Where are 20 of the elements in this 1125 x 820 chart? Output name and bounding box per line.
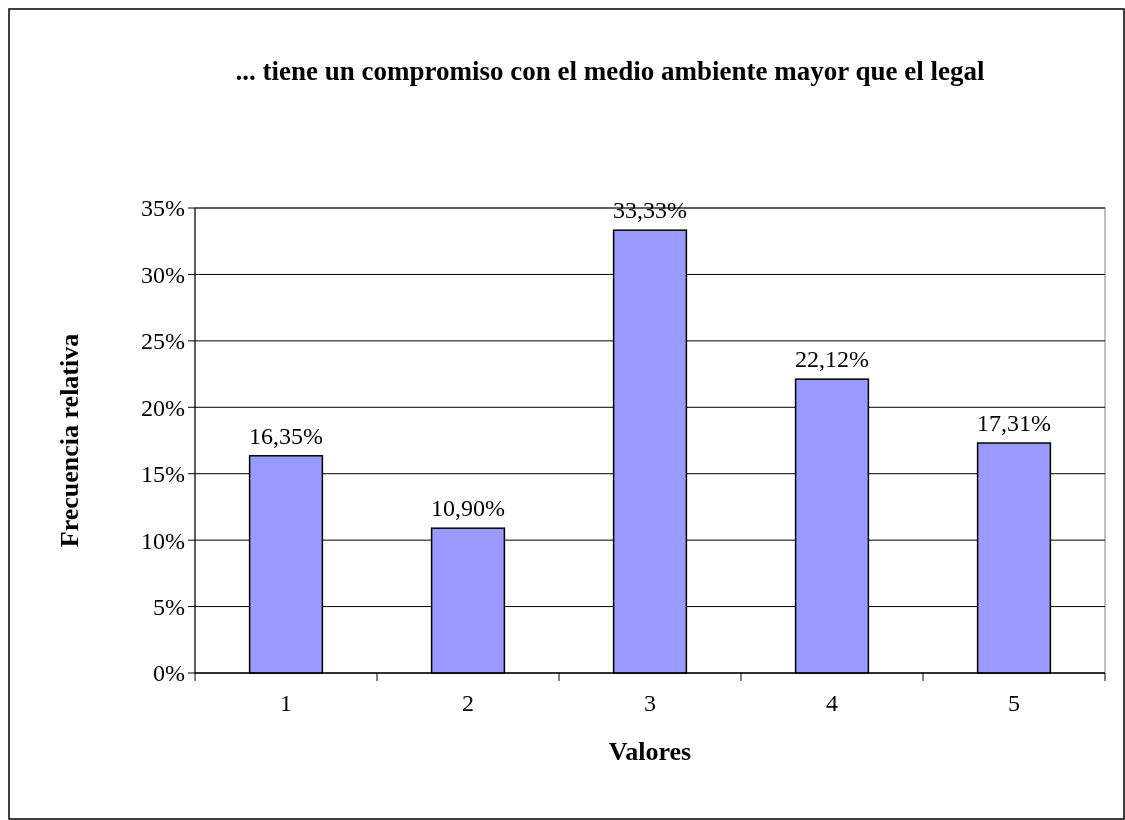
x-tick-label: 4: [826, 690, 838, 716]
x-axis-title: Valores: [608, 737, 692, 766]
x-tick-label: 3: [644, 690, 656, 716]
y-tick-label: 25%: [141, 328, 185, 355]
y-tick-label: 30%: [141, 261, 185, 288]
x-tick-label: 5: [1008, 690, 1020, 716]
y-tick-label: 15%: [141, 461, 185, 488]
y-tick-label: 0%: [153, 660, 185, 687]
x-tick-label: 1: [280, 690, 292, 716]
y-tick-label: 20%: [141, 394, 185, 421]
data-label: 16,35%: [249, 422, 323, 449]
chart-title: ... tiene un compromiso con el medio ambiente mayor que el legal: [235, 56, 985, 86]
y-tick-label: 10%: [141, 527, 185, 554]
data-label: 22,12%: [795, 346, 869, 373]
data-label: 10,90%: [431, 495, 505, 522]
y-tick-label: 35%: [141, 195, 185, 222]
data-label: 17,31%: [977, 410, 1051, 437]
x-tick-label: 2: [462, 690, 474, 716]
y-axis-title: Frecuencia relativa: [55, 333, 84, 548]
y-tick-label: 5%: [153, 593, 185, 620]
